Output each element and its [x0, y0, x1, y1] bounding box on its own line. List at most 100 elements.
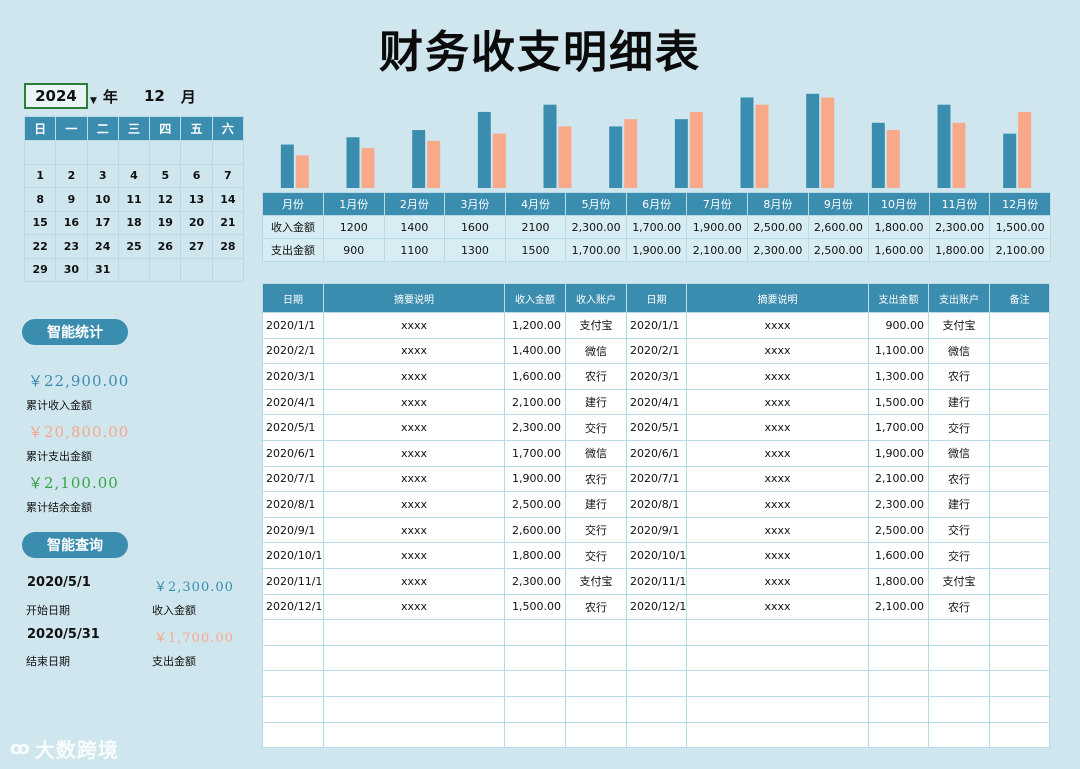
table-cell[interactable]: [989, 465, 1050, 493]
table-cell[interactable]: [565, 619, 627, 646]
table-cell[interactable]: [626, 721, 687, 749]
table-cell[interactable]: 2020/10/1: [262, 542, 324, 569]
start-date-value[interactable]: 2020/5/1: [27, 575, 91, 590]
table-cell[interactable]: xxxx: [686, 465, 869, 493]
table-cell[interactable]: 2020/8/1: [626, 491, 687, 518]
table-cell[interactable]: 2,100.00: [868, 593, 929, 621]
table-cell[interactable]: 农行: [565, 593, 627, 621]
table-cell[interactable]: [686, 619, 869, 646]
table-cell[interactable]: 2,600.00: [504, 516, 566, 544]
table-cell[interactable]: 农行: [928, 363, 990, 390]
table-cell[interactable]: 1,700.00: [868, 414, 929, 441]
calendar-day[interactable]: 4: [117, 163, 151, 188]
table-cell[interactable]: [989, 439, 1050, 467]
table-cell[interactable]: [262, 644, 324, 672]
table-cell[interactable]: [989, 388, 1050, 416]
table-cell[interactable]: 1,200.00: [504, 312, 566, 339]
table-cell[interactable]: [928, 644, 990, 672]
table-cell[interactable]: xxxx: [686, 516, 869, 544]
table-cell[interactable]: 1,700.00: [504, 439, 566, 467]
calendar-day[interactable]: 28: [211, 234, 245, 259]
table-cell[interactable]: 1,600.00: [504, 363, 566, 390]
table-cell[interactable]: 支付宝: [928, 312, 990, 339]
table-cell[interactable]: [504, 670, 566, 697]
calendar-day[interactable]: 14: [211, 187, 245, 212]
table-cell[interactable]: [868, 721, 929, 749]
calendar-day[interactable]: 22: [23, 234, 57, 259]
calendar-day[interactable]: 27: [180, 234, 213, 259]
calendar-day[interactable]: 9: [55, 187, 88, 212]
table-cell[interactable]: xxxx: [323, 516, 505, 544]
table-cell[interactable]: 2020/2/1: [626, 337, 687, 365]
table-cell[interactable]: [504, 644, 566, 672]
table-cell[interactable]: [989, 312, 1050, 339]
table-cell[interactable]: [989, 567, 1050, 595]
table-cell[interactable]: [686, 721, 869, 749]
table-cell[interactable]: xxxx: [323, 388, 505, 416]
table-cell[interactable]: 微信: [928, 337, 990, 365]
table-cell[interactable]: [565, 721, 627, 749]
table-cell[interactable]: [504, 619, 566, 646]
table-cell[interactable]: 2020/11/1: [262, 567, 324, 595]
table-cell[interactable]: xxxx: [323, 414, 505, 441]
calendar-day[interactable]: 29: [23, 257, 57, 282]
table-cell[interactable]: [565, 670, 627, 697]
table-cell[interactable]: xxxx: [686, 312, 869, 339]
table-cell[interactable]: xxxx: [686, 337, 869, 365]
table-cell[interactable]: [928, 695, 990, 723]
table-cell[interactable]: [686, 670, 869, 697]
table-cell[interactable]: 1,900.00: [868, 439, 929, 467]
table-cell[interactable]: xxxx: [323, 337, 505, 365]
table-cell[interactable]: xxxx: [323, 593, 505, 621]
table-cell[interactable]: [989, 542, 1050, 569]
table-cell[interactable]: 建行: [928, 388, 990, 416]
table-cell[interactable]: 2020/4/1: [626, 388, 687, 416]
table-cell[interactable]: 2,300.00: [504, 567, 566, 595]
table-cell[interactable]: 支付宝: [928, 567, 990, 595]
table-cell[interactable]: 1,300.00: [868, 363, 929, 390]
table-cell[interactable]: 交行: [565, 414, 627, 441]
table-cell[interactable]: [989, 644, 1050, 672]
table-cell[interactable]: 1,800.00: [868, 567, 929, 595]
table-cell[interactable]: 1,400.00: [504, 337, 566, 365]
table-cell[interactable]: [989, 337, 1050, 365]
calendar-day[interactable]: 26: [149, 234, 182, 259]
calendar-day[interactable]: 15: [23, 210, 57, 235]
end-date-value[interactable]: 2020/5/31: [27, 627, 100, 642]
table-cell[interactable]: 2020/12/1: [626, 593, 687, 621]
table-cell[interactable]: xxxx: [323, 363, 505, 390]
table-cell[interactable]: 2020/9/1: [262, 516, 324, 544]
table-cell[interactable]: 微信: [928, 439, 990, 467]
smart-query-button[interactable]: 智能查询: [22, 532, 128, 558]
table-cell[interactable]: 1,600.00: [868, 542, 929, 569]
calendar-day[interactable]: 7: [211, 163, 245, 188]
table-cell[interactable]: 1,100.00: [868, 337, 929, 365]
table-cell[interactable]: 农行: [928, 465, 990, 493]
table-cell[interactable]: 2,100.00: [504, 388, 566, 416]
table-cell[interactable]: [989, 516, 1050, 544]
table-cell[interactable]: 2020/8/1: [262, 491, 324, 518]
calendar-day[interactable]: 10: [86, 187, 119, 212]
calendar-day[interactable]: 17: [86, 210, 119, 235]
table-cell[interactable]: [868, 619, 929, 646]
table-cell[interactable]: 交行: [928, 414, 990, 441]
table-cell[interactable]: [626, 619, 687, 646]
year-dropdown[interactable]: 2024: [24, 83, 88, 109]
table-cell[interactable]: [989, 491, 1050, 518]
table-cell[interactable]: xxxx: [686, 414, 869, 441]
table-cell[interactable]: [323, 695, 505, 723]
table-cell[interactable]: [262, 695, 324, 723]
table-cell[interactable]: 1,900.00: [504, 465, 566, 493]
table-cell[interactable]: 2020/11/1: [626, 567, 687, 595]
table-cell[interactable]: xxxx: [323, 491, 505, 518]
calendar-day[interactable]: 12: [149, 187, 182, 212]
table-cell[interactable]: [626, 644, 687, 672]
table-cell[interactable]: 2,100.00: [868, 465, 929, 493]
table-cell[interactable]: xxxx: [323, 465, 505, 493]
table-cell[interactable]: [989, 414, 1050, 441]
table-cell[interactable]: [565, 695, 627, 723]
table-cell[interactable]: [262, 670, 324, 697]
calendar-day[interactable]: 23: [55, 234, 88, 259]
table-cell[interactable]: [868, 670, 929, 697]
table-cell[interactable]: 交行: [565, 542, 627, 569]
